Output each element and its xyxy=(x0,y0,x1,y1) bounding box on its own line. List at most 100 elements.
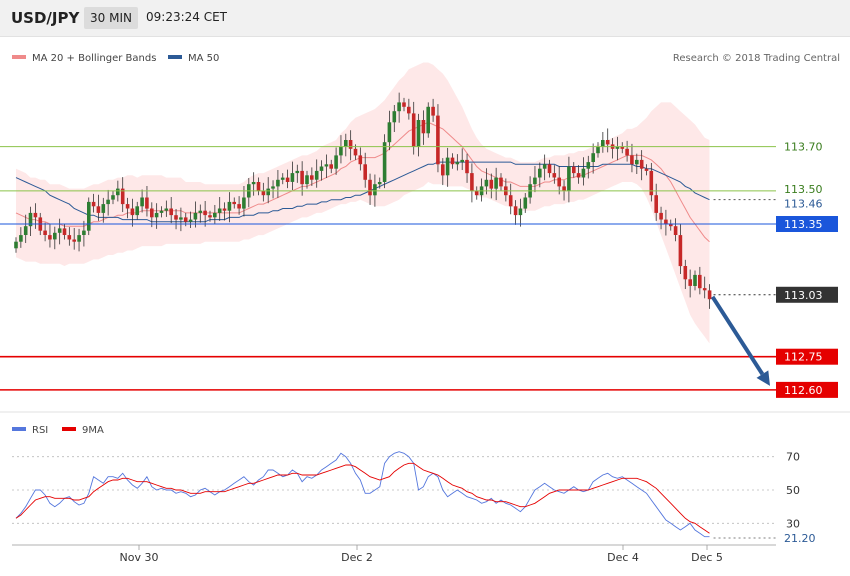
candle-body xyxy=(232,201,236,205)
candle xyxy=(688,269,692,298)
candle-body xyxy=(605,140,610,145)
candle-body xyxy=(431,106,435,116)
candle xyxy=(120,177,125,213)
candle-body xyxy=(14,241,18,249)
interval-badge[interactable]: 30 MIN xyxy=(84,7,138,29)
candle xyxy=(625,140,629,162)
candle xyxy=(19,227,23,248)
candle-body xyxy=(310,175,314,180)
candle xyxy=(470,163,474,203)
candle-body xyxy=(402,102,406,107)
candle-body xyxy=(169,208,173,216)
candle xyxy=(678,223,683,274)
rsi-tick-label: 70 xyxy=(786,451,800,464)
symbol-title: USD/JPY xyxy=(11,9,80,27)
candle-body xyxy=(159,210,164,213)
candle-body xyxy=(329,164,333,169)
candle xyxy=(445,147,450,187)
candle-body xyxy=(242,197,246,209)
candle-body xyxy=(552,173,557,178)
candle-body xyxy=(72,239,76,242)
x-tick-label: Dec 2 xyxy=(341,551,373,564)
candle-body xyxy=(87,201,91,231)
candle xyxy=(426,102,430,138)
candle xyxy=(164,200,169,217)
candle xyxy=(377,177,382,189)
candle-body xyxy=(91,201,96,207)
price-legend: MA 20 + Bollinger Bands MA 50 xyxy=(12,53,219,64)
candle-body xyxy=(499,177,503,187)
candle-body xyxy=(411,113,416,147)
candle xyxy=(683,259,688,290)
candle xyxy=(605,128,610,153)
candle-body xyxy=(707,290,712,300)
candle-body xyxy=(266,188,270,196)
price-level: 113.46 xyxy=(713,198,823,211)
candle xyxy=(261,182,266,202)
candle xyxy=(693,270,697,291)
candle-body xyxy=(392,111,397,123)
rsi-ma-line xyxy=(15,462,710,534)
candle xyxy=(53,226,57,250)
candle-body xyxy=(470,173,474,191)
candle xyxy=(436,104,440,173)
candle xyxy=(300,161,304,196)
candle xyxy=(494,167,498,201)
candle xyxy=(489,173,494,199)
candle-body xyxy=(164,208,169,211)
rsi-ma-legend-swatch xyxy=(62,427,76,431)
candle xyxy=(669,219,673,231)
candle xyxy=(397,92,401,123)
rsi-legend: RSI 9MA xyxy=(12,425,104,436)
candle xyxy=(125,197,130,219)
candle-body xyxy=(290,173,295,182)
candle xyxy=(290,161,295,190)
candle xyxy=(305,170,309,189)
candle-body xyxy=(698,274,702,289)
candle xyxy=(552,165,557,184)
level-label: 112.75 xyxy=(784,351,823,364)
candle xyxy=(474,186,479,200)
candle-body xyxy=(208,215,212,218)
candle xyxy=(198,204,203,223)
candle xyxy=(591,143,595,174)
candle-body xyxy=(508,195,513,207)
candle-body xyxy=(620,146,625,149)
arrow-shaft xyxy=(710,295,765,376)
candle-body xyxy=(271,186,275,189)
candle xyxy=(557,166,561,195)
candle xyxy=(416,113,421,157)
candle xyxy=(620,142,625,154)
candle-body xyxy=(635,159,639,165)
candle xyxy=(615,136,620,161)
candle-body xyxy=(644,168,649,171)
candle-body xyxy=(222,208,227,211)
level-label-box xyxy=(776,286,838,303)
candle-body xyxy=(678,235,683,267)
candle-body xyxy=(324,164,329,167)
candle-body xyxy=(436,115,440,165)
level-label-box xyxy=(776,381,838,398)
chart-header: USD/JPY 30 MIN 09:23:24 CET xyxy=(0,0,850,37)
candle xyxy=(217,197,222,221)
candle-body xyxy=(664,219,668,224)
candle xyxy=(159,206,164,218)
rsi-tick-label: 50 xyxy=(786,484,800,497)
candle-body xyxy=(57,228,62,233)
timestamp: 09:23:24 CET xyxy=(146,10,227,24)
candle-body xyxy=(654,195,658,213)
candle xyxy=(523,193,528,213)
ma50-legend-label: MA 50 xyxy=(188,53,219,64)
candle xyxy=(441,158,445,186)
candle xyxy=(28,206,33,236)
ma20-legend-swatch xyxy=(12,55,26,59)
candle xyxy=(324,154,329,178)
candle xyxy=(450,153,455,169)
candle-body xyxy=(377,182,382,185)
candle xyxy=(547,159,552,178)
candle-body xyxy=(125,204,130,209)
candle-body xyxy=(683,266,688,280)
candle-body xyxy=(251,182,256,185)
x-tick-label: Nov 30 xyxy=(120,551,159,564)
